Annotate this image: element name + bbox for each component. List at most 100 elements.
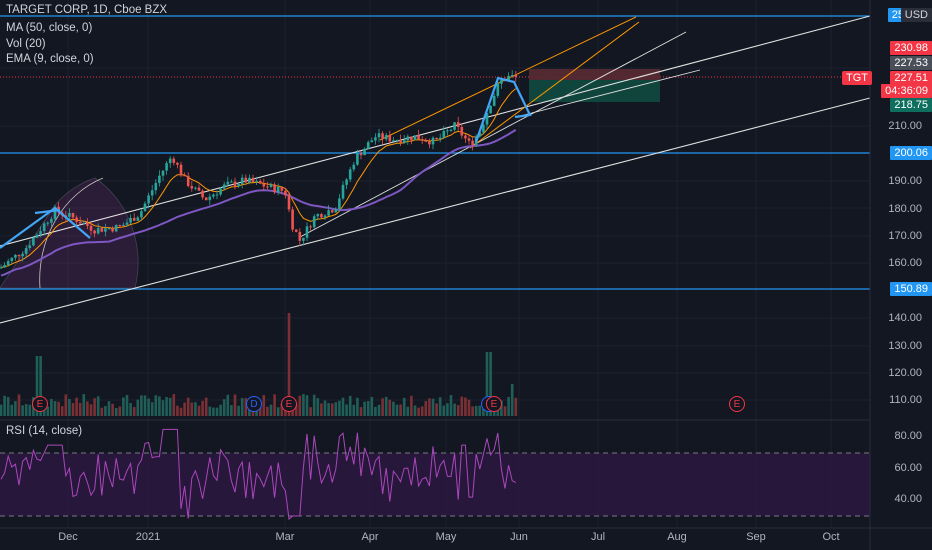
candle-body: [100, 228, 104, 232]
volume-bar: [323, 400, 327, 416]
volume-bar: [287, 313, 291, 416]
candle-body: [323, 215, 327, 218]
indicator-ma[interactable]: MA (50, close, 0): [6, 22, 93, 34]
candle-body: [39, 231, 42, 235]
candle-body: [302, 237, 305, 241]
candle-body: [21, 253, 24, 257]
volume-bar: [273, 394, 276, 416]
candle-body: [212, 194, 215, 197]
price-tick: 160.00: [888, 257, 922, 269]
candle-body: [78, 221, 82, 224]
volume-bar: [413, 405, 417, 416]
candle-body: [42, 223, 46, 232]
candle-body: [363, 148, 366, 156]
volume-bar: [384, 396, 388, 416]
volume-bar: [186, 397, 190, 416]
indicator-ema[interactable]: EMA (9, close, 0): [6, 53, 94, 65]
candle-body: [96, 228, 100, 234]
time-tick: Oct: [822, 531, 840, 543]
volume-bar: [431, 398, 435, 416]
candle-body: [215, 194, 219, 196]
earnings-badge[interactable]: E: [281, 396, 297, 412]
candle-body: [359, 153, 363, 156]
volume-bar: [136, 399, 140, 416]
candle-body: [377, 133, 381, 138]
volume-bar: [316, 398, 320, 416]
earnings-badge-future[interactable]: E: [729, 396, 745, 412]
candle-body: [14, 254, 17, 258]
volume-bar: [258, 406, 262, 416]
candle-body: [471, 140, 474, 145]
candle-body: [136, 217, 140, 221]
volume-bar: [143, 395, 147, 416]
volume-bar: [35, 356, 39, 416]
indicator-vol[interactable]: Vol (20): [6, 38, 46, 50]
currency-label[interactable]: USD: [900, 8, 932, 22]
volume-bar: [190, 402, 194, 416]
candles: [0, 70, 518, 269]
price-tag-200: 200.06: [890, 146, 932, 160]
volume-bar: [345, 404, 348, 416]
candle-body: [114, 225, 118, 232]
candle-body: [399, 140, 402, 143]
ema-line: [0, 88, 517, 268]
candle-body: [352, 164, 356, 170]
candle-body: [356, 153, 359, 165]
candle-body: [449, 129, 453, 131]
candle-body: [89, 225, 93, 231]
candle-body: [233, 181, 237, 187]
time-tick: May: [435, 531, 457, 543]
volume-bar: [53, 401, 57, 416]
volume-bar: [71, 402, 75, 416]
volume-bar: [86, 401, 89, 416]
earnings-badge[interactable]: E: [486, 396, 502, 412]
volume-bar: [356, 397, 359, 416]
volume-bar: [46, 406, 50, 416]
dividend-badge[interactable]: D: [246, 396, 262, 412]
volume-bar: [338, 400, 341, 416]
rsi-tick: 60.00: [894, 462, 922, 474]
volume-bar: [503, 406, 507, 416]
candle-body: [309, 226, 312, 228]
volume-bar: [60, 406, 64, 416]
volume-bar: [352, 404, 356, 416]
candle-body: [273, 184, 276, 193]
volume-bar: [176, 405, 179, 416]
volume-bar: [500, 400, 503, 416]
candle-body: [345, 179, 348, 185]
candle-body: [334, 209, 338, 213]
candle-body: [276, 186, 280, 193]
rsi-legend[interactable]: RSI (14, close): [6, 425, 83, 437]
volume-bar: [75, 397, 78, 416]
ma-line: [0, 129, 517, 277]
candle-body: [341, 184, 345, 199]
price-tag-150: 150.89: [890, 282, 932, 296]
candle-body: [75, 217, 78, 222]
volume-bar: [298, 395, 302, 416]
volume-bar: [111, 403, 114, 416]
volume-bar: [183, 402, 186, 416]
volume-bar: [374, 406, 377, 416]
rsi-tick: 40.00: [894, 493, 922, 505]
volume-bar: [456, 405, 460, 416]
earnings-badge[interactable]: E: [32, 396, 48, 412]
volume-bar: [168, 397, 172, 416]
volume-bar: [291, 407, 294, 416]
candle-body: [496, 83, 500, 96]
volume-bar: [161, 400, 165, 416]
volume-bar: [280, 403, 284, 416]
candle-body: [201, 190, 204, 198]
rsi-tick: 80.00: [894, 430, 922, 442]
symbol-tag: TGT: [842, 71, 872, 85]
volume-bar: [39, 356, 42, 416]
volume-bar: [240, 398, 244, 416]
volume-bar: [392, 401, 395, 416]
rsi-line: [0, 428, 517, 521]
volume-bar: [215, 407, 219, 416]
price-tick: 210.00: [888, 120, 922, 132]
candle-body: [122, 224, 125, 226]
symbol-title[interactable]: TARGET CORP, 1D, Cboe BZX: [6, 4, 168, 16]
candle-body: [456, 122, 460, 127]
price-tag-227-top: 227.53: [890, 56, 932, 70]
